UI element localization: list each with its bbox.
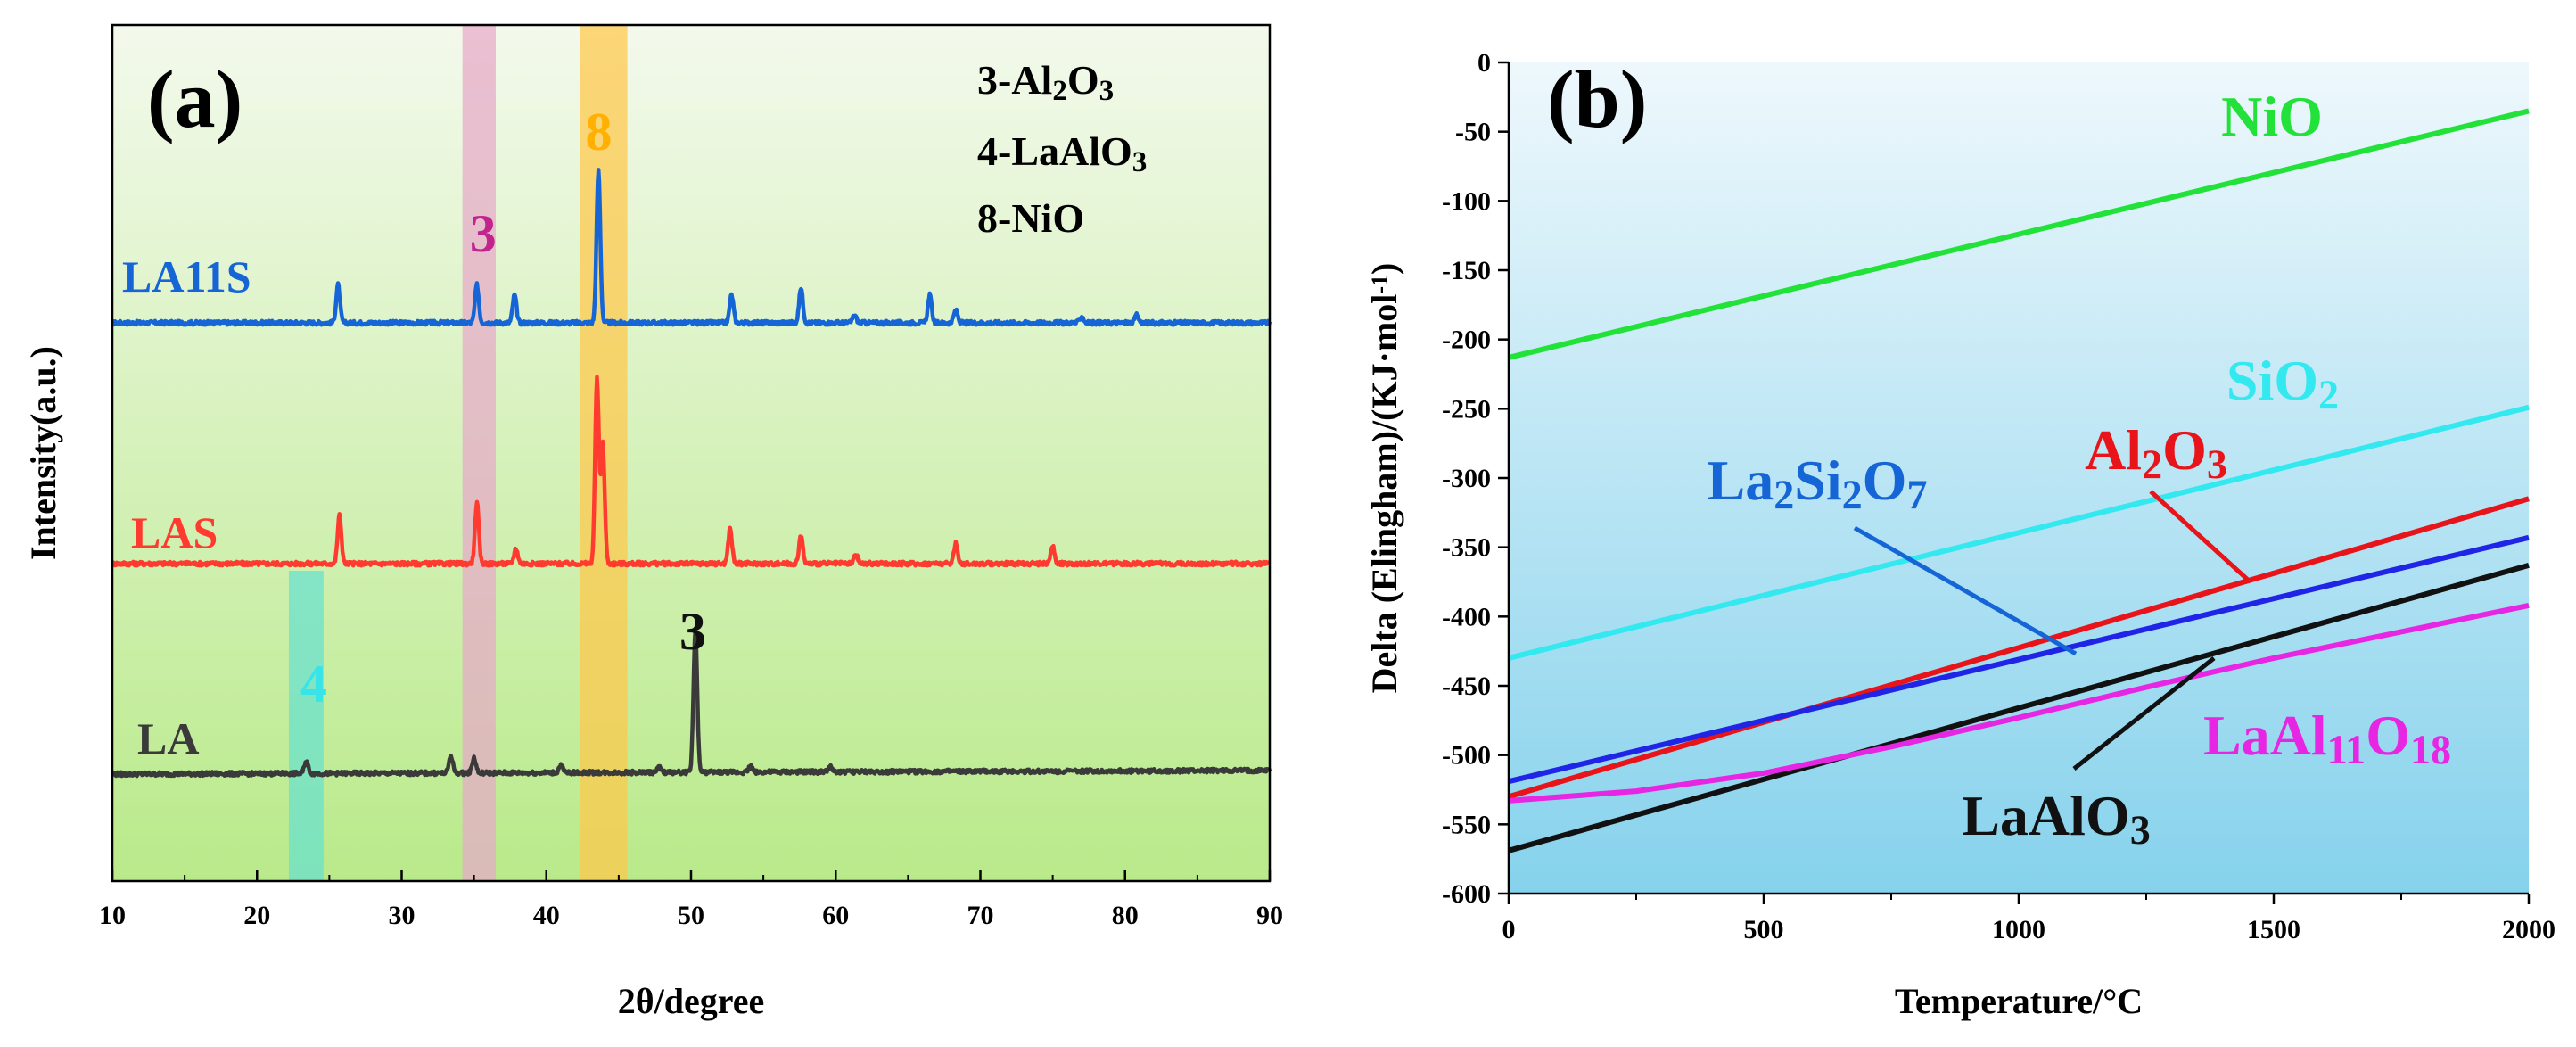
- curve-label-laal11o18-part: 18: [2410, 727, 2451, 772]
- curve-label-laalo3-part: LaAlO: [1962, 784, 2129, 847]
- curve-label-laal11o18: LaAl11O18: [2203, 704, 2451, 772]
- curve-label-la2si2o7: La2Si2O7: [1708, 449, 1928, 517]
- legend-item-3-al: 3-Al2O3: [977, 57, 1114, 107]
- x-tick-label: 1000: [1992, 915, 2045, 944]
- series-laalo3-line: [1508, 563, 2530, 853]
- curve-label-al2o3-part: Al: [2085, 418, 2142, 482]
- y-tick-label: -200: [1442, 326, 1491, 355]
- curve-label-laalo3-part: 3: [2130, 807, 2151, 853]
- curve-label-sio2: SiO2: [2226, 349, 2339, 417]
- curve-label-nio: NiO: [2221, 85, 2323, 148]
- x-tick-label: 10: [99, 901, 126, 930]
- curve-label-laal11o18-part: LaAl: [2203, 704, 2327, 767]
- panel-b-x-axis-title: Temperature/°C: [1895, 981, 2143, 1021]
- curve-label-la2si2o7-part: 2: [1774, 472, 1794, 517]
- pointer-al2o3-line: [2149, 490, 2251, 582]
- curve-label-la2si2o7-part: 2: [1842, 472, 1863, 517]
- peak-annotation-label: 3: [679, 602, 706, 661]
- curve-label-laal11o18-part: 11: [2327, 727, 2366, 772]
- y-tick-label: -250: [1442, 394, 1491, 424]
- x-tick-label: 40: [533, 901, 560, 930]
- curve-label-laal11o18-part: O: [2366, 704, 2410, 767]
- series-la-label: LA: [137, 713, 199, 763]
- x-tick-label: 50: [678, 901, 704, 930]
- panel-b-y-axis-title: Delta (Elingham)/(KJ·mol-1): [1364, 263, 1404, 694]
- band-3-label: 3: [470, 204, 497, 263]
- curve-label-la2si2o7-part: O: [1863, 449, 1907, 512]
- panel-a-label: (a): [147, 54, 243, 144]
- x-tick-label: 500: [1744, 915, 1784, 944]
- x-tick-label: 1500: [2247, 915, 2300, 944]
- y-axis-title-text: Delta (Elingham)/(KJ·mol: [1364, 294, 1404, 694]
- pointer-laalo3-line: [2072, 656, 2216, 771]
- y-tick-label: -500: [1442, 741, 1491, 771]
- x-tick-label: 20: [243, 901, 270, 930]
- y-tick-label: -50: [1455, 118, 1491, 147]
- y-tick-label: -300: [1442, 464, 1491, 493]
- x-tick-label: 70: [967, 901, 994, 930]
- legend-text: 4-LaAlO: [977, 128, 1132, 174]
- series-la2si2o7-line: [1508, 534, 2530, 785]
- curve-label-la2si2o7-part: Si: [1794, 449, 1841, 512]
- curve-label-sio2-part: SiO: [2226, 349, 2318, 412]
- legend-item-8-nio: 8-NiO: [977, 195, 1084, 241]
- y-tick-label: -400: [1442, 602, 1491, 631]
- series-al2o3-line: [1508, 496, 2530, 800]
- series-las-label: LAS: [131, 507, 218, 557]
- curve-label-al2o3-part: O: [2162, 418, 2207, 482]
- legend-text: O: [1067, 57, 1099, 103]
- panel-b-plot-area: [1509, 62, 2529, 894]
- series-la11s-pattern: [111, 168, 1272, 327]
- y-tick-label: 0: [1477, 48, 1491, 78]
- x-tick-label: 90: [1256, 901, 1283, 930]
- y-tick-label: -100: [1442, 186, 1491, 216]
- x-tick-label: 80: [1112, 901, 1139, 930]
- curve-label-laalo3: LaAlO3: [1962, 784, 2151, 853]
- band-4-highlight: [288, 571, 324, 881]
- legend-item-4-laalo: 4-LaAlO3: [977, 128, 1147, 178]
- pointer-la2si2o7-line: [1853, 525, 2078, 656]
- series-las-pattern: [110, 375, 1272, 568]
- series-la11s-label: LA11S: [122, 251, 251, 301]
- panel-a-y-axis-title: Intensity(a.u.): [23, 346, 63, 560]
- y-tick-label: -600: [1442, 879, 1491, 909]
- y-axis-title-superscript: -1: [1367, 275, 1393, 294]
- series-sio2-line: [1508, 404, 2530, 661]
- curve-label-la2si2o7-part: La: [1708, 449, 1774, 512]
- x-tick-label: 30: [389, 901, 416, 930]
- band-3-highlight: [462, 25, 496, 881]
- x-tick-label: 2000: [2502, 915, 2555, 944]
- y-tick-label: -350: [1442, 533, 1491, 563]
- x-tick-label: 60: [822, 901, 849, 930]
- curve-label-al2o3: Al2O3: [2085, 418, 2227, 487]
- y-tick-label: -550: [1442, 810, 1491, 839]
- band-4-label: 4: [300, 655, 327, 713]
- curve-label-al2o3-part: 2: [2142, 441, 2162, 487]
- legend-subscript: 2: [1052, 74, 1067, 107]
- curve-label-la2si2o7-part: 7: [1906, 472, 1927, 517]
- panel-a-x-axis-title: 2θ/degree: [618, 981, 765, 1021]
- x-tick-label: 0: [1502, 915, 1516, 944]
- y-tick-label: -150: [1442, 256, 1491, 285]
- series-laal11o18-line: [1508, 602, 2530, 804]
- legend-text: 3-Al: [977, 57, 1052, 103]
- y-axis-title-end: ): [1364, 263, 1404, 275]
- panel-b-label: (b): [1547, 54, 1647, 144]
- band-8-label: 8: [586, 103, 613, 161]
- curve-label-al2o3-part: 3: [2207, 441, 2227, 487]
- series-la-pattern: [110, 626, 1272, 779]
- panel-a-chart: LA11S LAS LA 4 3 8 3 10 20 30 40 50 60 70 80 90 (a) 2θ…: [23, 23, 1283, 1021]
- series-nio-line: [1508, 108, 2530, 360]
- panel-b-chart: 0 -50 -100 -150 -200 -250 -300 -350 -400 -450 -500…: [1364, 48, 2555, 1021]
- y-tick-label: -450: [1442, 672, 1491, 701]
- legend-text: 8-NiO: [977, 195, 1084, 241]
- curve-label-sio2-part: 2: [2318, 372, 2339, 417]
- curve-label-nio-part: NiO: [2221, 85, 2323, 148]
- legend-subscript: 3: [1132, 145, 1148, 178]
- legend-subscript: 3: [1099, 74, 1115, 107]
